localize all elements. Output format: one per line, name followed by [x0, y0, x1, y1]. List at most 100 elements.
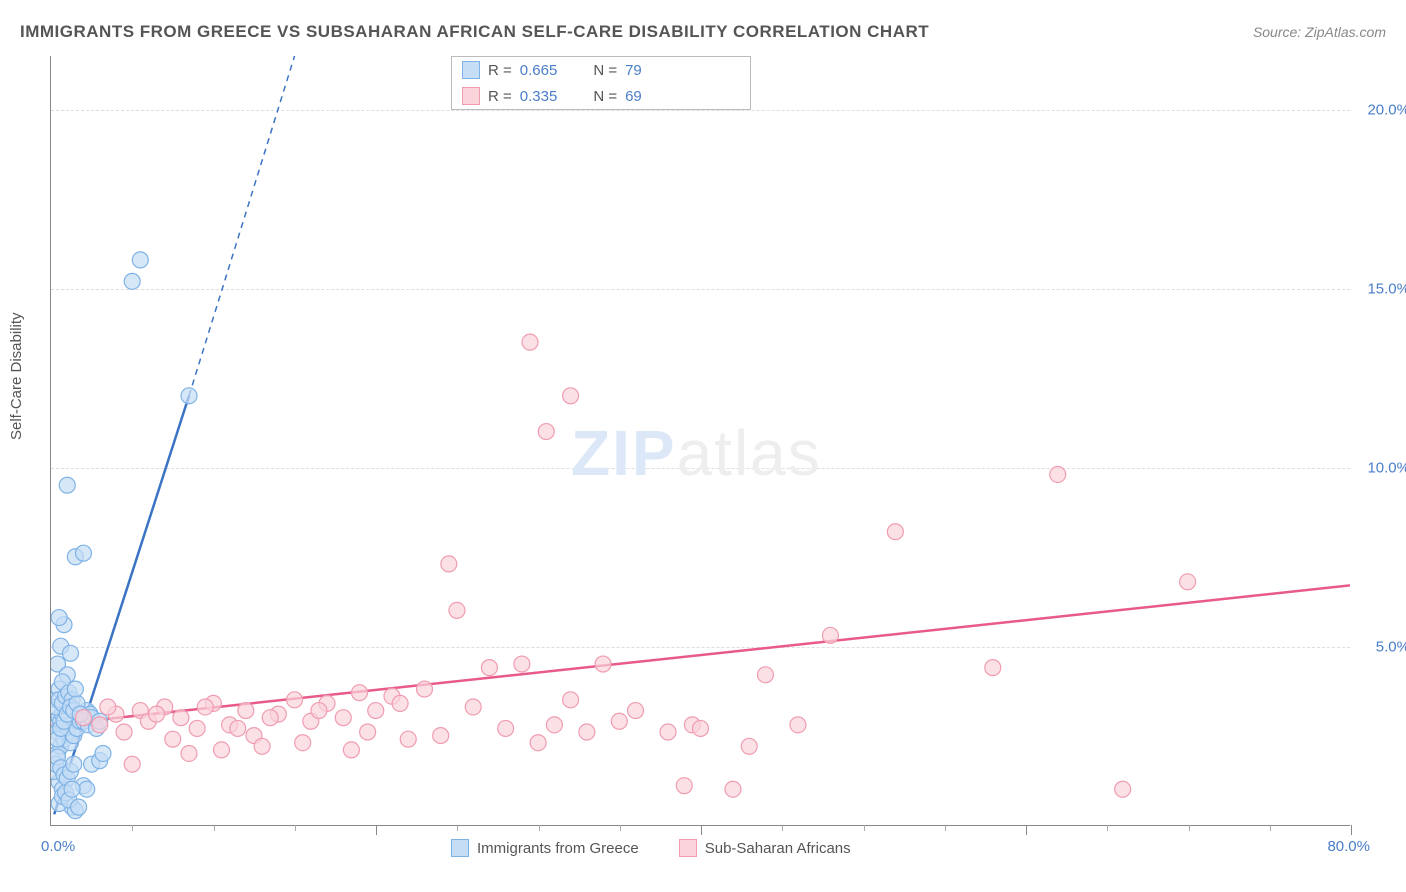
- data-point-subsaharan: [822, 627, 838, 643]
- y-tick-label: 5.0%: [1355, 638, 1406, 655]
- data-point-subsaharan: [295, 735, 311, 751]
- data-point-subsaharan: [563, 388, 579, 404]
- source-attribution: Source: ZipAtlas.com: [1253, 24, 1386, 40]
- x-tick-minor: [1189, 825, 1190, 831]
- r-label: R =: [488, 62, 512, 79]
- legend-swatch-greece: [451, 839, 469, 857]
- data-point-greece: [132, 252, 148, 268]
- data-point-greece: [79, 781, 95, 797]
- data-point-subsaharan: [522, 334, 538, 350]
- data-point-subsaharan: [343, 742, 359, 758]
- data-point-subsaharan: [392, 695, 408, 711]
- data-point-subsaharan: [262, 710, 278, 726]
- data-point-subsaharan: [595, 656, 611, 672]
- x-tick-minor: [782, 825, 783, 831]
- trend-line-greece: [54, 396, 189, 814]
- legend-swatch-greece: [462, 61, 480, 79]
- x-axis-origin-label: 0.0%: [41, 838, 75, 855]
- legend-label-subsaharan: Sub-Saharan Africans: [705, 840, 851, 857]
- correlation-legend-box: R = 0.665 N = 79 R = 0.335 N = 69: [451, 56, 751, 110]
- data-point-subsaharan: [181, 745, 197, 761]
- data-point-subsaharan: [676, 778, 692, 794]
- data-point-subsaharan: [213, 742, 229, 758]
- data-point-greece: [66, 756, 82, 772]
- legend-swatch-subsaharan: [679, 839, 697, 857]
- data-point-subsaharan: [311, 703, 327, 719]
- data-point-subsaharan: [1050, 466, 1066, 482]
- legend-label-greece: Immigrants from Greece: [477, 840, 639, 857]
- data-point-greece: [124, 273, 140, 289]
- data-point-subsaharan: [628, 703, 644, 719]
- x-tick-minor: [295, 825, 296, 831]
- data-point-subsaharan: [75, 710, 91, 726]
- data-point-subsaharan: [1115, 781, 1131, 797]
- data-point-subsaharan: [92, 717, 108, 733]
- chart-title: IMMIGRANTS FROM GREECE VS SUBSAHARAN AFR…: [20, 22, 929, 42]
- data-point-subsaharan: [230, 720, 246, 736]
- x-tick-major: [1026, 825, 1027, 835]
- x-tick-major: [376, 825, 377, 835]
- data-point-subsaharan: [887, 524, 903, 540]
- legend-row-greece: R = 0.665 N = 79: [452, 57, 750, 83]
- data-point-greece: [51, 610, 67, 626]
- trend-line-dashed-greece: [189, 56, 295, 396]
- x-tick-minor: [945, 825, 946, 831]
- x-tick-minor: [132, 825, 133, 831]
- data-point-greece: [75, 545, 91, 561]
- data-point-subsaharan: [611, 713, 627, 729]
- data-point-subsaharan: [481, 660, 497, 676]
- data-point-subsaharan: [725, 781, 741, 797]
- data-point-subsaharan: [1180, 574, 1196, 590]
- data-point-subsaharan: [400, 731, 416, 747]
- x-axis-max-label: 80.0%: [1327, 838, 1370, 855]
- data-point-subsaharan: [465, 699, 481, 715]
- x-tick-minor: [1107, 825, 1108, 831]
- data-point-subsaharan: [579, 724, 595, 740]
- legend-row-subsaharan: R = 0.335 N = 69: [452, 83, 750, 109]
- data-point-subsaharan: [368, 703, 384, 719]
- x-tick-minor: [620, 825, 621, 831]
- data-point-subsaharan: [441, 556, 457, 572]
- data-point-subsaharan: [149, 706, 165, 722]
- y-tick-label: 15.0%: [1355, 280, 1406, 297]
- data-point-greece: [59, 477, 75, 493]
- plot-area: ZIPatlas 5.0%10.0%15.0%20.0% 0.0% 80.0% …: [50, 56, 1350, 826]
- data-point-subsaharan: [197, 699, 213, 715]
- data-point-subsaharan: [254, 738, 270, 754]
- data-point-subsaharan: [660, 724, 676, 740]
- data-point-greece: [67, 681, 83, 697]
- y-axis-label: Self-Care Disability: [8, 312, 25, 440]
- r-label: R =: [488, 88, 512, 105]
- data-point-subsaharan: [173, 710, 189, 726]
- legend-item-greece: Immigrants from Greece: [451, 839, 639, 857]
- data-point-subsaharan: [335, 710, 351, 726]
- data-point-subsaharan: [563, 692, 579, 708]
- data-point-subsaharan: [352, 685, 368, 701]
- data-point-subsaharan: [530, 735, 546, 751]
- data-point-subsaharan: [360, 724, 376, 740]
- data-point-subsaharan: [546, 717, 562, 733]
- data-point-greece: [95, 745, 111, 761]
- data-point-subsaharan: [449, 602, 465, 618]
- data-point-greece: [181, 388, 197, 404]
- n-value-greece: 79: [625, 62, 642, 79]
- data-point-subsaharan: [498, 720, 514, 736]
- data-point-subsaharan: [433, 728, 449, 744]
- data-point-subsaharan: [416, 681, 432, 697]
- scatter-plot-svg: [51, 56, 1350, 825]
- data-point-subsaharan: [514, 656, 530, 672]
- x-tick-minor: [1270, 825, 1271, 831]
- x-tick-minor: [214, 825, 215, 831]
- data-point-subsaharan: [741, 738, 757, 754]
- x-tick-major: [701, 825, 702, 835]
- n-value-subsaharan: 69: [625, 88, 642, 105]
- y-tick-label: 10.0%: [1355, 459, 1406, 476]
- data-point-greece: [71, 799, 87, 815]
- x-tick-minor: [457, 825, 458, 831]
- data-point-greece: [62, 645, 78, 661]
- data-point-subsaharan: [757, 667, 773, 683]
- data-point-subsaharan: [124, 756, 140, 772]
- data-point-subsaharan: [693, 720, 709, 736]
- n-label: N =: [593, 62, 617, 79]
- data-point-subsaharan: [287, 692, 303, 708]
